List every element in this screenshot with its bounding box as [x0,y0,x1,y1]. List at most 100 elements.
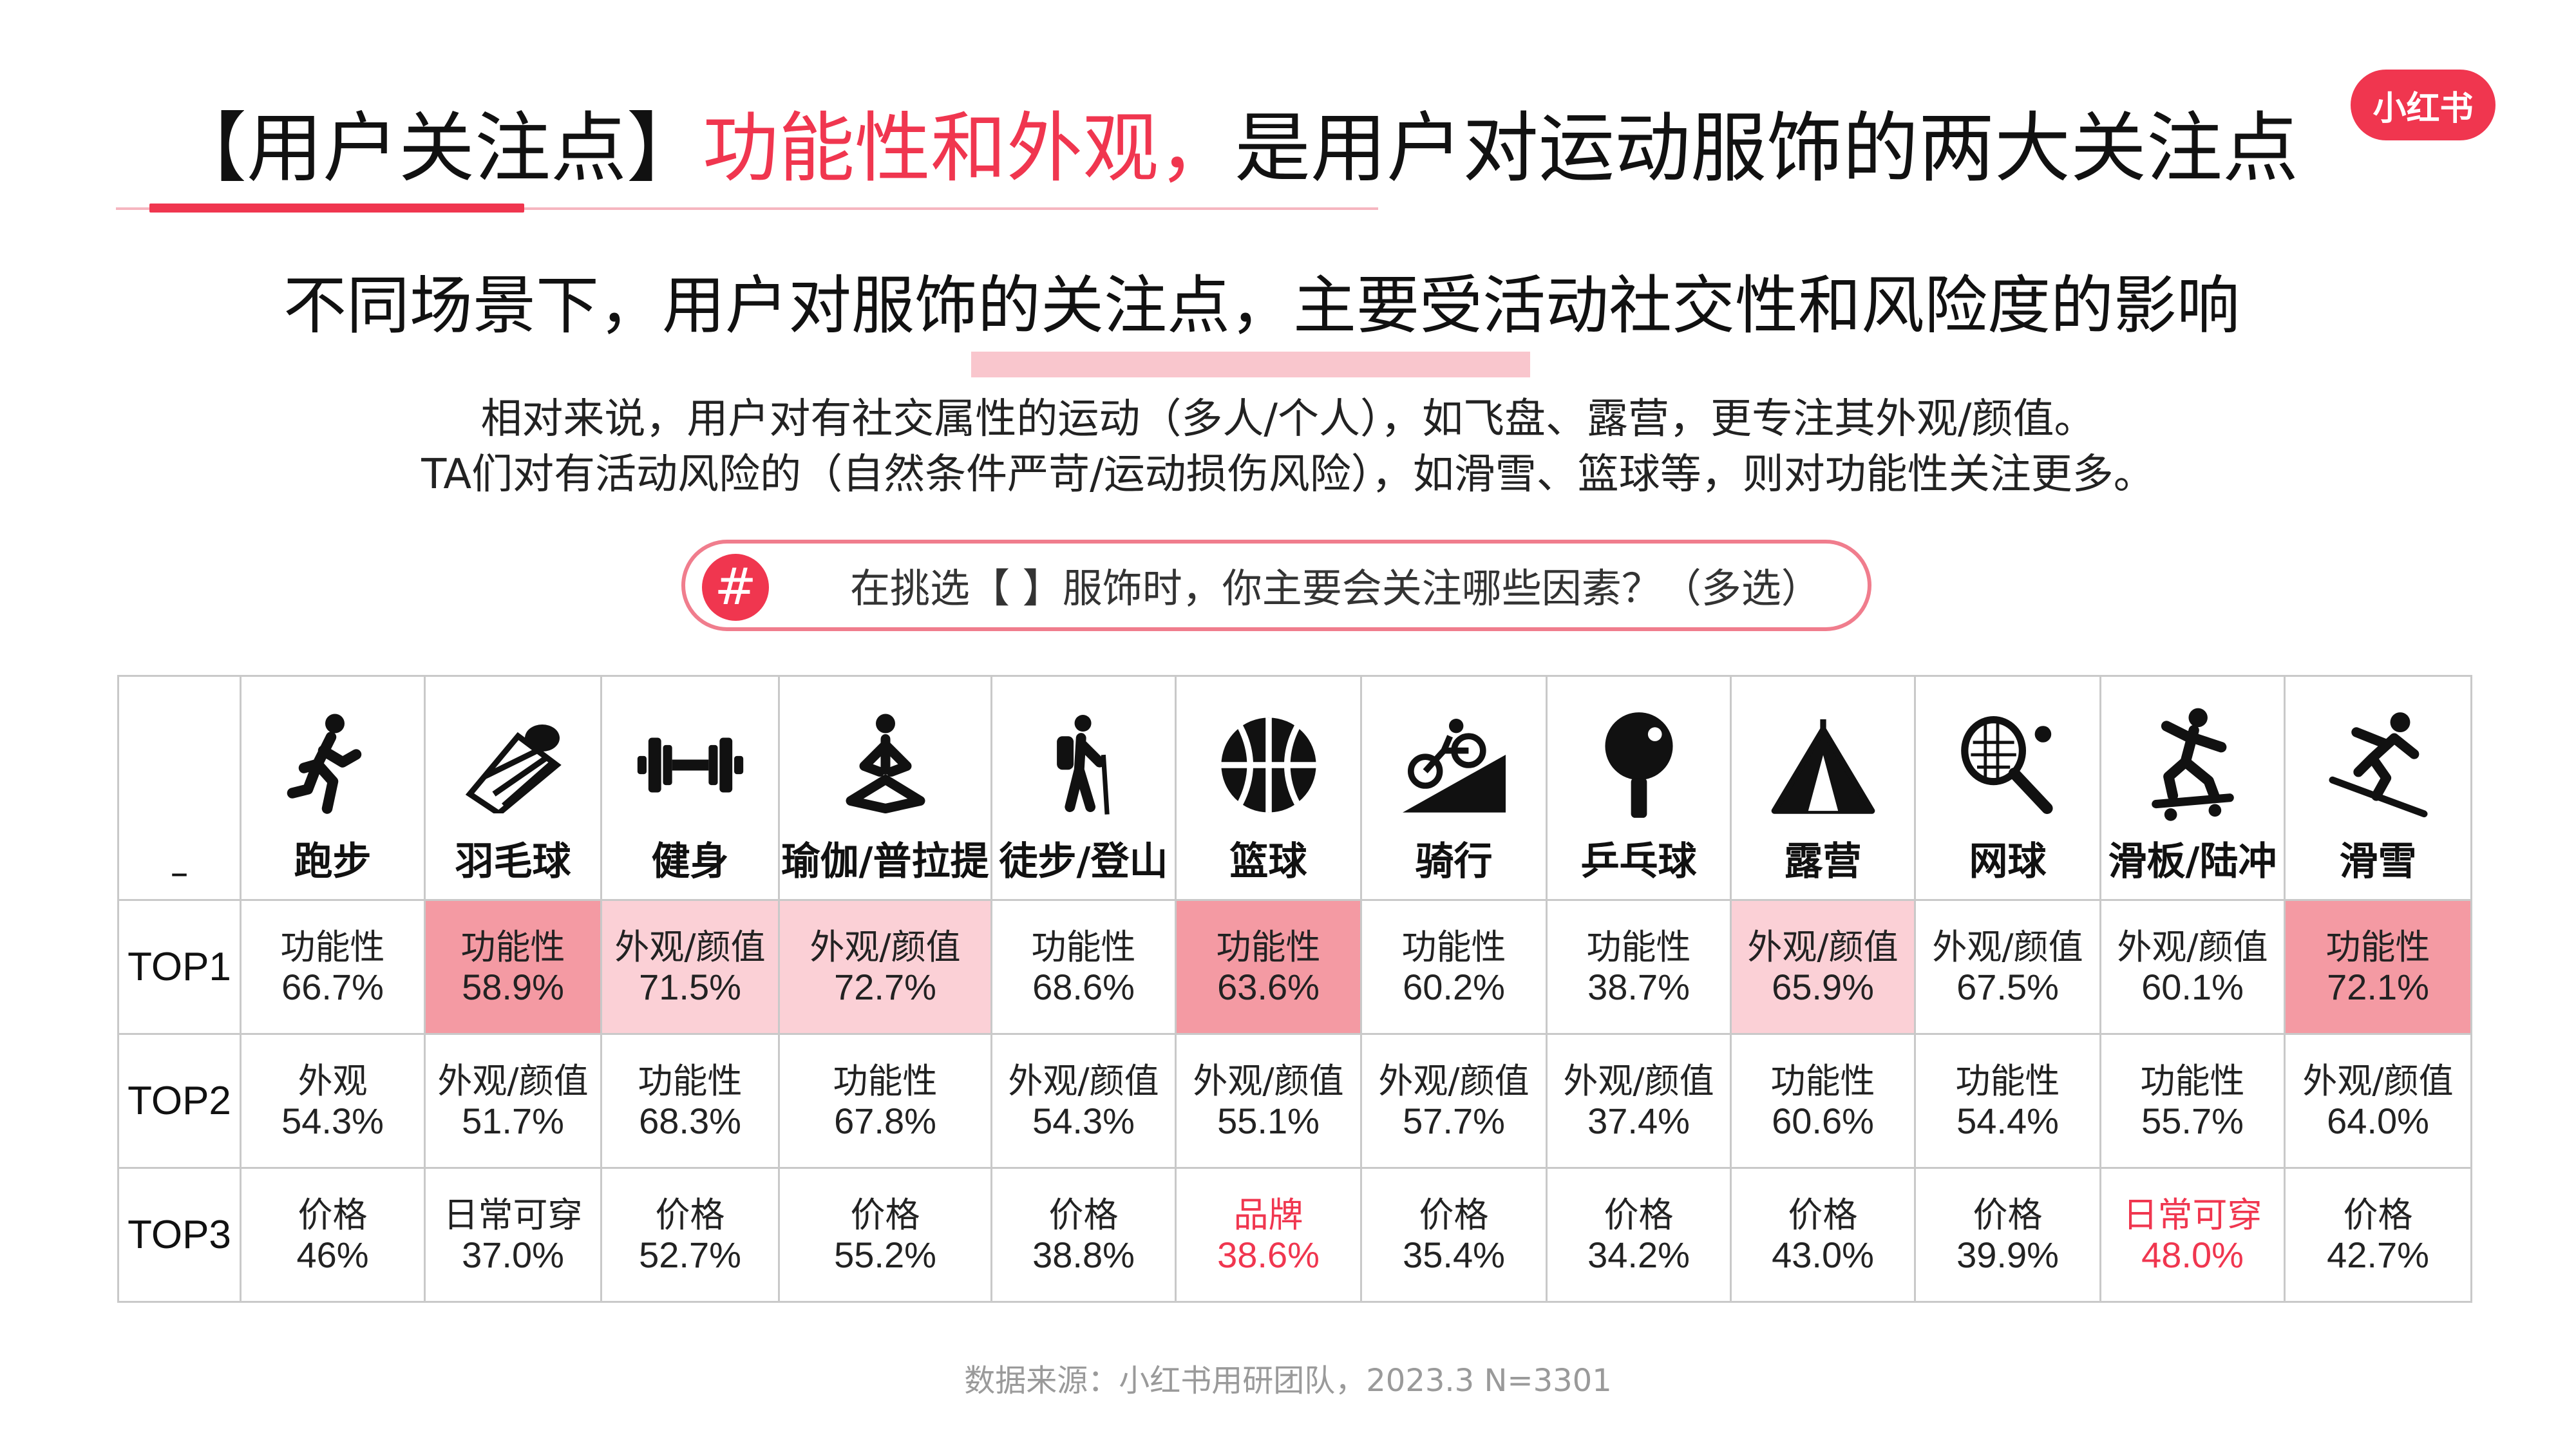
factor-label: 功能性 [1586,926,1691,967]
factor-label: 价格 [655,1194,725,1235]
factor-label: 价格 [1048,1194,1119,1235]
title-prefix: 【用户关注点】 [171,104,703,193]
question-box [681,540,1871,631]
factor-label: 外观/颜值 [810,926,961,967]
sport-label: 瑜伽/普拉提 [781,839,989,884]
dumbbell-icon [602,694,778,836]
factor-label: 功能性 [1031,926,1136,967]
factor-percent: 48.0% [2141,1234,2244,1275]
sport-label: 滑板/陆冲 [2108,839,2277,884]
title-accent: 功能性和外观， [703,104,1235,193]
table-cell: 价格 34.2% [1546,1167,1732,1303]
factor-percent: 34.2% [1587,1234,1690,1275]
question-text: 在挑选【 】服饰时，你主要会关注哪些因素？（多选） [850,565,1821,612]
sport-label: 篮球 [1229,839,1307,884]
table-cell: 外观/颜值 54.3% [990,1033,1177,1169]
table-cell: 外观/颜值 60.1% [2099,899,2286,1035]
table-cell: 功能性 58.9% [424,899,602,1035]
sport-label: 骑行 [1415,839,1493,884]
table-cell: 功能性 63.6% [1175,899,1362,1035]
sport-label: 健身 [651,839,729,884]
table-cell: 外观/颜值 37.4% [1546,1033,1732,1169]
factor-label: 外观/颜值 [1008,1060,1159,1101]
factor-percent: 52.7% [639,1234,741,1275]
sport-label: 滑雪 [2339,839,2417,884]
factor-percent: 35.4% [1403,1234,1505,1275]
row-label: TOP3 [117,1167,242,1303]
table-cell: 外观/颜值 72.7% [778,899,992,1035]
factor-label: 外观/颜值 [1563,1060,1714,1101]
sport-header-cell: 篮球 [1175,675,1362,901]
factor-percent: 60.2% [1403,966,1505,1007]
factor-percent: 67.8% [834,1100,936,1141]
table-cell: 日常可穿 48.0% [2099,1167,2286,1303]
skiing-icon [2286,694,2470,836]
factor-percent: 65.9% [1772,966,1874,1007]
factor-label: 价格 [1604,1194,1674,1235]
factor-label: 功能性 [1216,926,1321,967]
data-source-note: 数据来源：小红书用研团队，2023.3 N=3301 [964,1363,1612,1399]
description-line-2: TA们对有活动风险的（自然条件严苛/运动损伤风险），如滑雪、篮球等，则对功能性关… [421,451,2155,498]
table-cell: 功能性 54.4% [1914,1033,2101,1169]
factor-percent: 42.7% [2327,1234,2429,1275]
table-cell: 外观/颜值 64.0% [2284,1033,2472,1169]
factor-label: 功能性 [1955,1060,2060,1101]
table-cell: 功能性 68.3% [600,1033,780,1169]
sport-header-cell: 网球 [1914,675,2101,901]
factor-percent: 63.6% [1217,966,1320,1007]
factor-percent: 68.6% [1032,966,1135,1007]
yoga-icon [780,694,990,836]
factor-percent: 54.3% [1032,1100,1135,1141]
factor-percent: 37.0% [462,1234,564,1275]
table-row: TOP1 功能性 66.7% 功能性 58.9% 外观/颜值 71.5% 外观/颜值 72.7%… [117,899,2472,1035]
sport-header-cell: 露营 [1730,675,1916,901]
factor-label: 外观/颜值 [614,926,766,967]
factor-label: 外观/颜值 [2117,926,2268,967]
table-cell: 外观 54.3% [240,1033,426,1169]
factor-label: 功能性 [2140,1060,2245,1101]
factor-label: 外观/颜值 [1193,1060,1344,1101]
table-row: TOP2 外观 54.3% 外观/颜值 51.7% 功能性 68.3% 功能性 67.8% 外观/… [117,1033,2472,1169]
tennis-icon [1916,694,2099,836]
page-title: 【用户关注点】功能性和外观，是用户对运动服饰的两大关注点 [171,90,2360,206]
factor-label: 日常可穿 [2123,1194,2262,1235]
factor-label: 功能性 [638,1060,743,1101]
factor-percent: 55.7% [2141,1100,2244,1141]
factor-percent: 54.4% [1956,1100,2059,1141]
factor-label: 功能性 [2325,926,2430,967]
factor-percent: 38.8% [1032,1234,1135,1275]
factor-percent: 66.7% [281,966,384,1007]
table-cell: 功能性 60.2% [1360,899,1548,1035]
row-label: TOP2 [117,1033,242,1169]
table-cell: 价格 52.7% [600,1167,780,1303]
table-cell: 外观/颜值 71.5% [600,899,780,1035]
factor-percent: 38.7% [1587,966,1690,1007]
table-cell: 价格 38.8% [990,1167,1177,1303]
factor-label: 外观 [298,1060,368,1101]
subtitle: 不同场景下，用户对服饰的关注点，主要受活动社交性和风险度的影响 [283,269,2240,343]
factor-percent: 60.1% [2141,966,2244,1007]
table-corner-cell: – [117,675,242,901]
factor-label: 外观/颜值 [437,1060,589,1101]
table-cell: 价格 39.9% [1914,1167,2101,1303]
sport-label: 乒乓球 [1580,839,1697,884]
table-cell: 日常可穿 37.0% [424,1167,602,1303]
survey-table: – 跑步 羽毛球 健身 瑜伽/普拉提 徒步/登山 篮球 骑行 乒乓球 露营 网球 滑板/陆冲 滑雪 TOP… [117,675,2472,1303]
factor-label: 功能性 [833,1060,938,1101]
factor-label: 价格 [298,1194,368,1235]
factor-percent: 55.1% [1217,1100,1320,1141]
factor-percent: 57.7% [1403,1100,1505,1141]
factor-label: 价格 [2343,1194,2413,1235]
factor-label: 外观/颜值 [1378,1060,1530,1101]
factor-percent: 51.7% [462,1100,564,1141]
factor-percent: 38.6% [1217,1234,1320,1275]
factor-label: 价格 [1973,1194,2043,1235]
table-cell: 功能性 72.1% [2284,899,2472,1035]
factor-percent: 39.9% [1956,1234,2059,1275]
sport-header-cell: 瑜伽/普拉提 [778,675,992,901]
table-cell: 价格 46% [240,1167,426,1303]
xiaohongshu-logo: 小红书 [2351,70,2496,140]
table-cell: 功能性 67.8% [778,1033,992,1169]
factor-percent: 37.4% [1587,1100,1690,1141]
factor-percent: 58.9% [462,966,564,1007]
